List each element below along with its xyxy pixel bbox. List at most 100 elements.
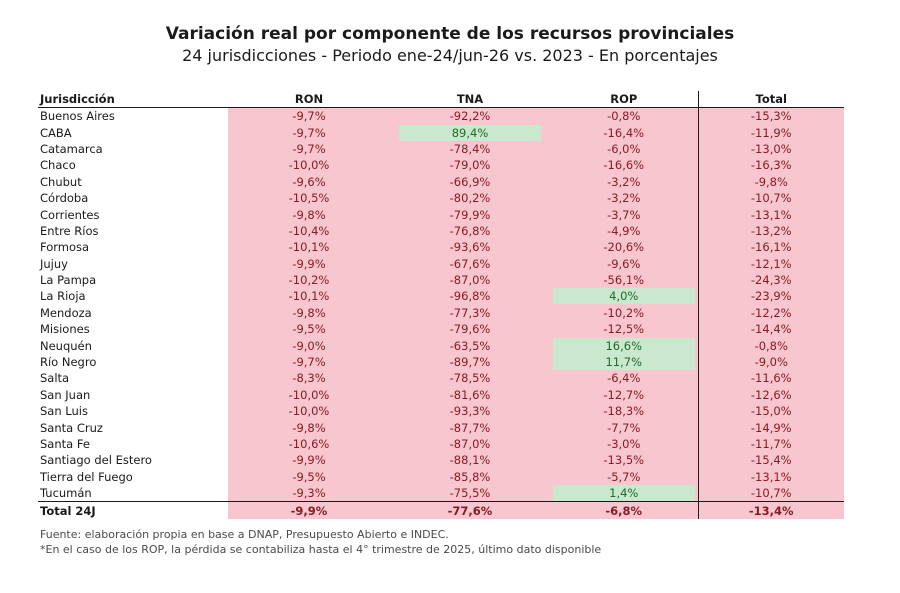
value-total: -13,2% — [697, 222, 844, 240]
value-total: -13,1% — [697, 468, 844, 485]
chart-title: Variación real por componente de los rec… — [165, 24, 735, 44]
table-row: Neuquén -9,0% -63,5% 16,6% -0,8% — [38, 337, 844, 354]
jurisdiction-name: Santa Fe — [38, 435, 228, 453]
table-row: Santa Fe -10,6% -87,0% -3,0% -11,7% — [38, 435, 844, 453]
value-total: -11,9% — [697, 124, 844, 141]
value-ron: -9,6% — [228, 173, 390, 190]
value-tna: -87,7% — [390, 419, 550, 436]
jurisdiction-name: La Rioja — [38, 288, 228, 305]
value-total: -24,3% — [697, 271, 844, 289]
table-row: Santa Cruz -9,8% -87,7% -7,7% -14,9% — [38, 419, 844, 436]
value-rop: 16,6% — [552, 337, 695, 354]
value-ron: -9,7% — [228, 107, 390, 125]
value-rop: -56,1% — [550, 271, 698, 289]
value-ron: -9,5% — [228, 468, 390, 485]
jurisdiction-name: San Luis — [38, 403, 228, 420]
jurisdiction-name: Neuquén — [38, 337, 228, 354]
jurisdiction-name: CABA — [38, 124, 228, 141]
value-total: -11,6% — [697, 370, 844, 387]
value-tna: -93,6% — [390, 239, 550, 256]
value-ron: -10,5% — [228, 189, 390, 207]
table-total-row: Total 24J -9,9% -77,6% -6,8% -13,4% — [38, 501, 844, 519]
value-total: -11,7% — [697, 435, 844, 453]
jurisdiction-name: Total 24J — [38, 501, 228, 519]
table-row: Catamarca -9,7% -78,4% -6,0% -13,0% — [38, 140, 844, 158]
table-row: Tucumán -9,3% -75,5% 1,4% -10,7% — [38, 484, 844, 502]
value-ron: -10,0% — [228, 403, 390, 420]
jurisdiction-name: Corrientes — [38, 206, 228, 223]
value-tna: -96,8% — [390, 288, 550, 305]
value-rop: -10,2% — [550, 304, 698, 322]
jurisdiction-name: Santiago del Estero — [38, 452, 228, 469]
value-ron: -9,7% — [228, 140, 390, 158]
value-ron: -10,0% — [228, 157, 390, 174]
value-ron: -9,5% — [228, 321, 390, 338]
value-ron: -9,9% — [228, 452, 390, 469]
table-row: Misiones -9,5% -79,6% -12,5% -14,4% — [38, 321, 844, 338]
cell-rop-positive: 16,6% — [550, 337, 698, 354]
value-ron: -9,9% — [228, 501, 390, 519]
table-header-row: Jurisdicción RON TNA ROP Total — [38, 91, 844, 108]
jurisdiction-name: Salta — [38, 370, 228, 387]
jurisdiction-name: Formosa — [38, 239, 228, 256]
value-total: -15,4% — [697, 452, 844, 469]
jurisdiction-name: Santa Cruz — [38, 419, 228, 436]
table-row: Salta -8,3% -78,5% -6,4% -11,6% — [38, 370, 844, 387]
table-row: Jujuy -9,9% -67,6% -9,6% -12,1% — [38, 255, 844, 272]
table-row: Santiago del Estero -9,9% -88,1% -13,5% -15,… — [38, 452, 844, 469]
table-row: Chaco -10,0% -79,0% -16,6% -16,3% — [38, 157, 844, 174]
value-rop: -12,5% — [550, 321, 698, 338]
value-tna: -66,9% — [390, 173, 550, 190]
value-tna: -63,5% — [390, 337, 550, 354]
jurisdiction-name: La Pampa — [38, 271, 228, 289]
value-rop: -5,7% — [550, 468, 698, 485]
value-tna: -67,6% — [390, 255, 550, 272]
value-rop: -20,6% — [550, 239, 698, 256]
value-rop: -4,9% — [550, 222, 698, 240]
value-ron: -10,1% — [228, 239, 390, 256]
value-tna: -88,1% — [390, 452, 550, 469]
value-tna: -89,7% — [390, 353, 550, 371]
table-row: Río Negro -9,7% -89,7% 11,7% -9,0% — [38, 353, 844, 371]
header-total: Total — [697, 91, 844, 108]
value-tna: -78,4% — [390, 140, 550, 158]
value-rop: -9,6% — [550, 255, 698, 272]
value-rop: -7,7% — [550, 419, 698, 436]
value-ron: -10,4% — [228, 222, 390, 240]
table-row: Mendoza -9,8% -77,3% -10,2% -12,2% — [38, 304, 844, 322]
value-ron: -9,8% — [228, 304, 390, 322]
value-rop: -6,8% — [550, 501, 698, 519]
value-tna: -76,8% — [390, 222, 550, 240]
value-tna: -77,6% — [390, 501, 550, 519]
value-tna: -93,3% — [390, 403, 550, 420]
value-tna: -81,6% — [390, 386, 550, 404]
value-tna: -79,6% — [390, 321, 550, 338]
value-tna: -85,8% — [390, 468, 550, 485]
table-row: La Rioja -10,1% -96,8% 4,0% -23,9% — [38, 288, 844, 305]
table-body: Buenos Aires -9,7% -92,2% -0,8% -15,3% CABA -9… — [38, 107, 844, 519]
value-rop: -16,4% — [550, 124, 698, 141]
value-rop: -6,4% — [550, 370, 698, 387]
jurisdiction-name: Chaco — [38, 157, 228, 174]
value-ron: -8,3% — [228, 370, 390, 387]
value-rop: 11,7% — [552, 354, 695, 371]
value-ron: -10,2% — [228, 271, 390, 289]
jurisdiction-name: Misiones — [38, 321, 228, 338]
cell-rop-positive: 4,0% — [550, 288, 698, 305]
table-row: Corrientes -9,8% -79,9% -3,7% -13,1% — [38, 206, 844, 223]
cell-rop-positive: 1,4% — [550, 484, 698, 502]
jurisdiction-name: Buenos Aires — [38, 107, 228, 125]
jurisdiction-name: Mendoza — [38, 304, 228, 322]
value-total: -15,0% — [697, 403, 844, 420]
table-row: CABA -9,7% 89,4% -16,4% -11,9% — [38, 124, 844, 141]
value-tna: -92,2% — [390, 107, 550, 125]
value-total: -12,1% — [697, 255, 844, 272]
table-row: Buenos Aires -9,7% -92,2% -0,8% -15,3% — [38, 107, 844, 125]
value-tna: -75,5% — [390, 484, 550, 502]
jurisdiction-name: Entre Ríos — [38, 222, 228, 240]
table-row: Chubut -9,6% -66,9% -3,2% -9,8% — [38, 173, 844, 190]
table-row: La Pampa -10,2% -87,0% -56,1% -24,3% — [38, 271, 844, 289]
value-rop: 4,0% — [552, 288, 695, 305]
table-row: Entre Ríos -10,4% -76,8% -4,9% -13,2% — [38, 222, 844, 240]
table-row: San Luis -10,0% -93,3% -18,3% -15,0% — [38, 403, 844, 420]
